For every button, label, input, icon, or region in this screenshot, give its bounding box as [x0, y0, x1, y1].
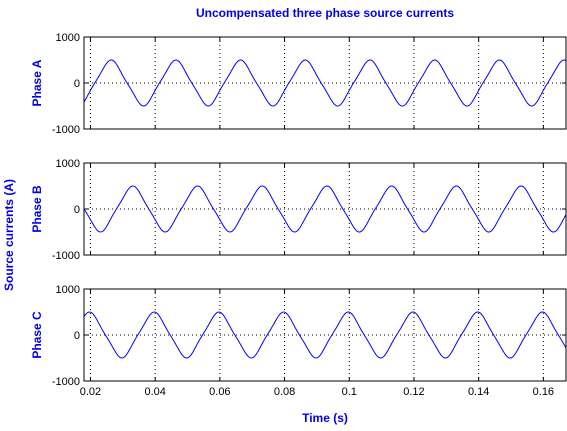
- x-tick-label: 0.1: [342, 386, 357, 398]
- x-tick-label: 0.14: [468, 386, 489, 398]
- panel-ylabel: Phase A: [30, 59, 44, 106]
- y-tick-label: 0: [74, 204, 80, 216]
- x-tick-label: 0.02: [80, 386, 101, 398]
- x-axis-label: Time (s): [302, 411, 348, 425]
- y-tick-label: 0: [74, 330, 80, 342]
- y-tick-label: -1000: [52, 376, 80, 388]
- x-tick-label: 0.04: [144, 386, 165, 398]
- x-tick-label: 0.12: [403, 386, 424, 398]
- panel-2: 1000 0 -1000 Phase B: [30, 158, 567, 262]
- y-tick-label: -1000: [52, 124, 80, 136]
- panel-ylabel: Phase C: [30, 311, 44, 359]
- y-tick-label: -1000: [52, 250, 80, 262]
- y-tick-label: 0: [74, 78, 80, 90]
- phase-waveform: [83, 311, 567, 359]
- panel-ylabel: Phase B: [30, 185, 44, 233]
- y-axis-label: Source currents (A): [2, 179, 16, 291]
- chart-title: Uncompensated three phase source current…: [196, 6, 454, 20]
- y-tick-label: 1000: [56, 158, 80, 170]
- x-tick-label: 0.16: [533, 386, 554, 398]
- x-tick-label: 0.08: [274, 386, 295, 398]
- phase-waveform: [83, 59, 567, 107]
- chart-panels: 1000 0 -1000 Phase A 1000 0 -1000 Phase B 1000 0 -…: [30, 32, 567, 398]
- y-tick-label: 1000: [56, 284, 80, 296]
- x-tick-label: 0.06: [209, 386, 230, 398]
- y-tick-label: 1000: [56, 32, 80, 44]
- phase-waveform: [83, 185, 567, 233]
- panel-1: 1000 0 -1000 Phase A: [30, 32, 567, 136]
